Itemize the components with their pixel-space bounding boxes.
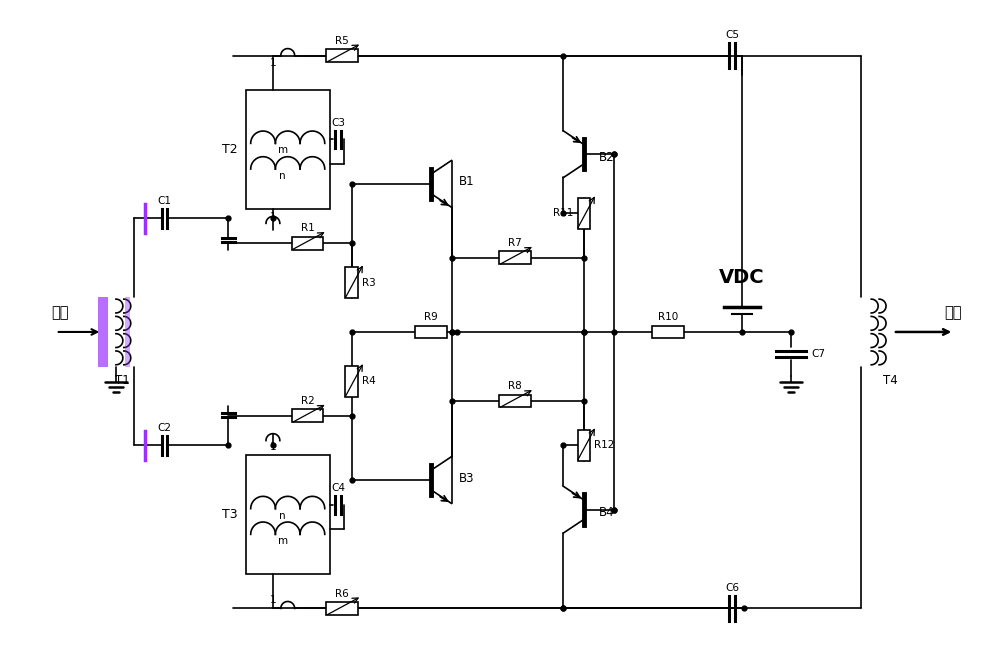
Text: m: m — [278, 536, 288, 547]
Text: 1: 1 — [270, 212, 276, 223]
Text: R1: R1 — [301, 223, 314, 233]
Bar — [246, 455, 330, 574]
Text: T2: T2 — [222, 143, 238, 156]
Bar — [345, 365, 358, 397]
Text: T3: T3 — [222, 508, 238, 521]
Text: B4: B4 — [599, 506, 614, 519]
Text: R10: R10 — [658, 312, 678, 322]
Text: m: m — [278, 145, 288, 155]
Bar — [578, 430, 590, 461]
Text: B1: B1 — [459, 175, 474, 189]
Text: C1: C1 — [157, 196, 171, 206]
Text: n: n — [279, 510, 286, 520]
Text: C5: C5 — [725, 30, 739, 40]
Bar — [246, 90, 330, 208]
Text: B2: B2 — [599, 150, 614, 164]
Bar — [326, 602, 358, 615]
Bar — [415, 325, 447, 338]
Bar — [326, 49, 358, 62]
Text: B3: B3 — [459, 472, 474, 485]
Bar — [499, 252, 531, 264]
Bar — [292, 409, 323, 422]
Text: R11: R11 — [553, 208, 574, 219]
Text: T1: T1 — [115, 374, 130, 388]
Text: R2: R2 — [301, 396, 314, 406]
Text: R12: R12 — [594, 440, 615, 451]
Text: R9: R9 — [424, 312, 438, 322]
Text: 1: 1 — [270, 442, 276, 453]
Text: C7: C7 — [811, 349, 825, 359]
Text: VDC: VDC — [719, 268, 765, 287]
Text: 输入: 输入 — [51, 305, 68, 320]
Text: C2: C2 — [157, 422, 171, 433]
Text: 1: 1 — [270, 595, 276, 606]
Text: C6: C6 — [725, 583, 739, 593]
Bar — [652, 325, 684, 338]
Bar — [345, 267, 358, 298]
Text: C4: C4 — [331, 483, 345, 493]
Text: T4: T4 — [883, 374, 897, 388]
Bar — [292, 237, 323, 250]
Text: R4: R4 — [362, 376, 376, 386]
Bar — [499, 395, 531, 407]
Bar — [125, 298, 130, 367]
Text: R8: R8 — [508, 381, 522, 391]
Bar — [98, 298, 108, 367]
Text: C3: C3 — [331, 118, 345, 127]
Bar — [578, 198, 590, 229]
Text: R7: R7 — [508, 238, 522, 248]
Text: R6: R6 — [335, 589, 349, 599]
Text: R5: R5 — [335, 35, 349, 45]
Text: 输出: 输出 — [944, 305, 962, 320]
Text: 1: 1 — [270, 58, 276, 68]
Text: n: n — [279, 171, 286, 181]
Text: R3: R3 — [362, 278, 376, 288]
